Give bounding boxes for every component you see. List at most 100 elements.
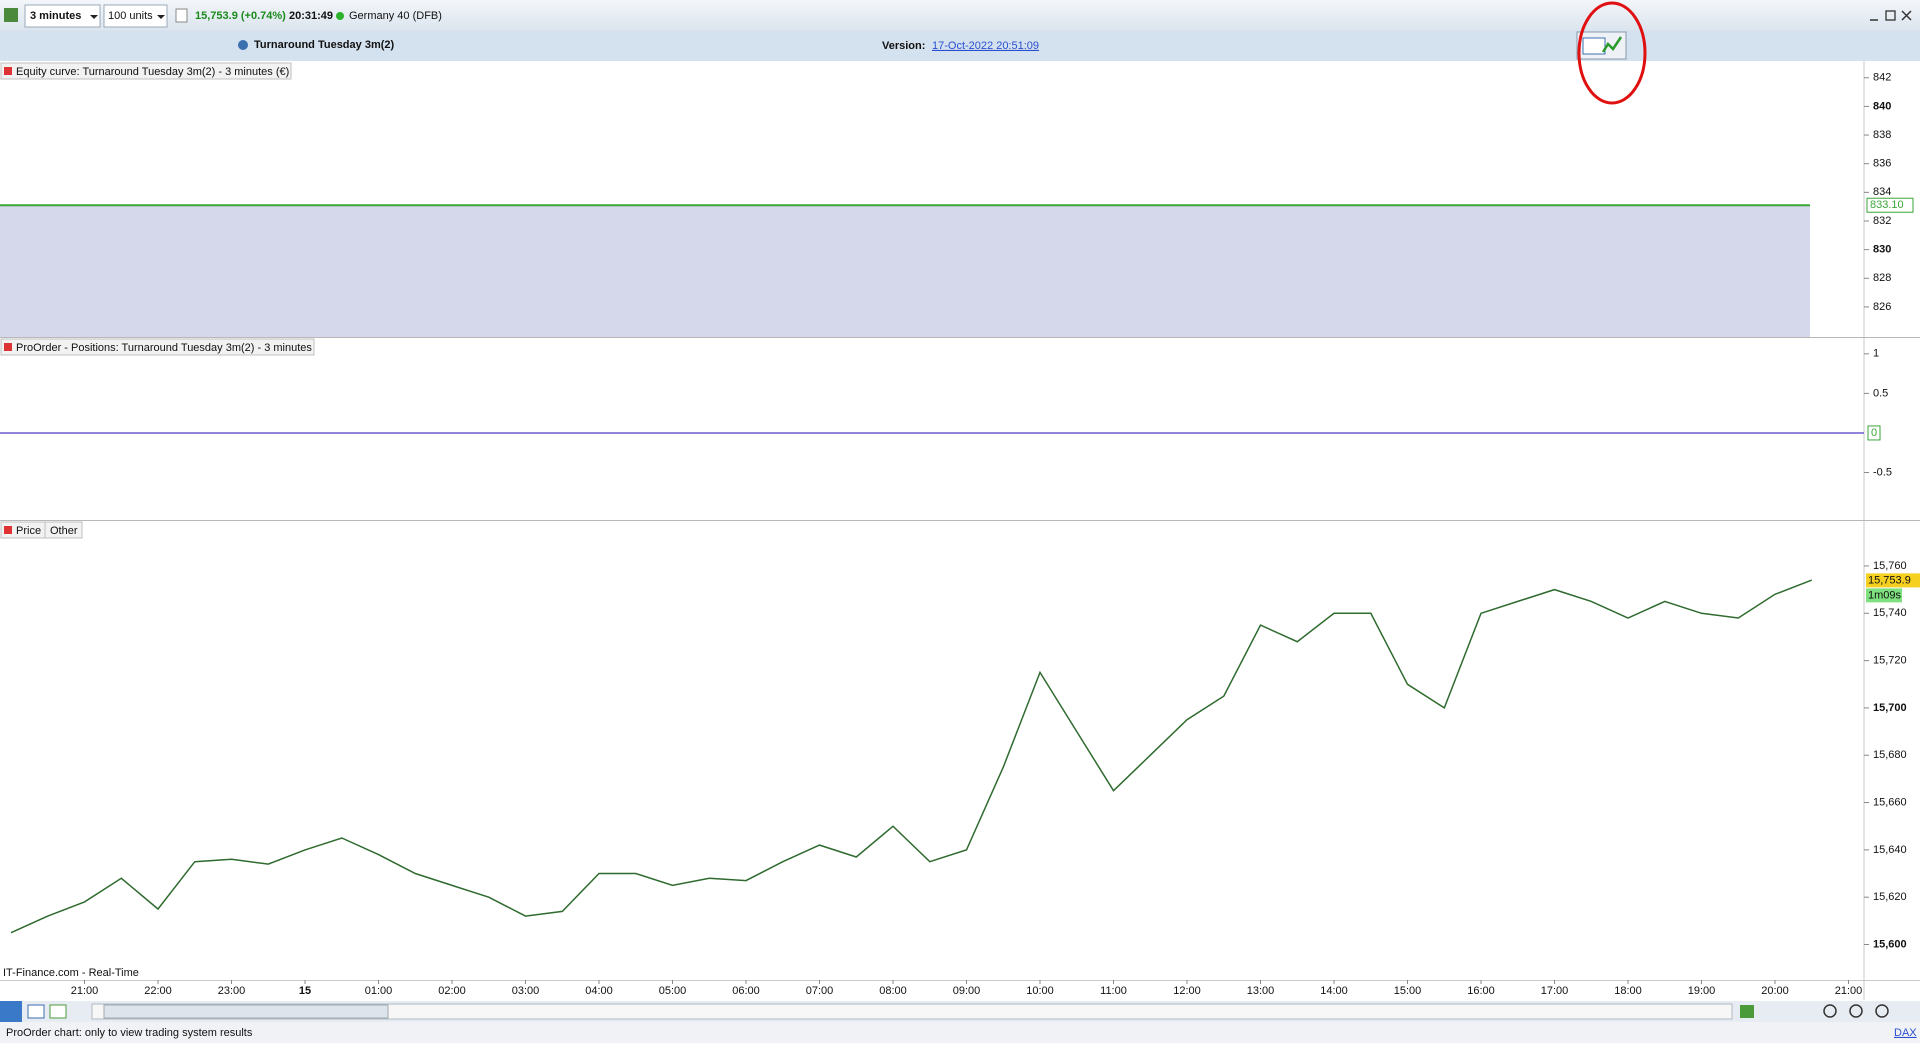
dropdown-arrow [157, 15, 165, 19]
data-source: IT-Finance.com - Real-Time [3, 967, 139, 979]
value-marker-label: 833.10 [1870, 199, 1904, 211]
x-tick-label: 09:00 [953, 985, 981, 997]
x-tick-label: 19:00 [1688, 985, 1716, 997]
clock: 20:31:49 [289, 10, 333, 22]
y-tick-label: 834 [1873, 186, 1891, 198]
y-tick-label: 15,660 [1873, 796, 1907, 808]
panel-label[interactable]: Price [16, 525, 41, 537]
y-tick-label: 15,600 [1873, 938, 1907, 950]
tab-box[interactable] [44, 521, 83, 539]
toolbar-button[interactable] [27, 1004, 45, 1019]
panel-label: Equity curve: Turnaround Tuesday 3m(2) -… [16, 66, 289, 78]
y-tick-label: 832 [1873, 215, 1891, 227]
value-marker [1866, 197, 1914, 213]
panel-tab[interactable]: Other [50, 525, 78, 537]
y-tick-label: 836 [1873, 158, 1891, 170]
instrument: Germany 40 (DFB) [349, 10, 442, 22]
x-tick-label: 21:00 [71, 985, 99, 997]
y-tick-label: 15,620 [1873, 891, 1907, 903]
units: 100 units [108, 10, 153, 22]
x-tick-label: 16:00 [1467, 985, 1495, 997]
x-tick-label: 21:00 [1835, 985, 1863, 997]
share-button[interactable] [0, 1001, 22, 1022]
y-tick-label: 15,640 [1873, 844, 1907, 856]
zoom-button[interactable] [1823, 1004, 1837, 1018]
color-swatch [4, 526, 12, 534]
version-link[interactable]: 17-Oct-2022 20:51:09 [932, 40, 1039, 52]
y-tick-label: 0.5 [1873, 387, 1888, 399]
zoom-in-button[interactable] [1875, 1004, 1889, 1018]
price-line [10, 579, 1813, 934]
x-tick-label: 12:00 [1173, 985, 1201, 997]
status-dot [336, 12, 344, 20]
y-tick-label: 842 [1873, 72, 1891, 84]
status-message: ProOrder chart: only to view trading sys… [6, 1027, 253, 1039]
x-tick-label: 01:00 [365, 985, 393, 997]
info-button[interactable] [175, 8, 188, 23]
y-tick-label: 826 [1873, 301, 1891, 313]
app-icon [4, 8, 18, 22]
color-swatch [4, 67, 12, 75]
status-bar [0, 1022, 1920, 1043]
y-tick-label: 15,720 [1873, 654, 1907, 666]
scroll-thumb[interactable] [103, 1004, 389, 1019]
results-button[interactable] [1576, 31, 1627, 60]
last-price-marker [1866, 573, 1920, 588]
countdown-label: 1m09s [1868, 589, 1902, 601]
y-tick-label: 15,760 [1873, 560, 1907, 572]
y-tick-label: 1 [1873, 348, 1879, 360]
x-tick-label: 15:00 [1394, 985, 1422, 997]
price-change: 15,753.9 (+0.74%) [195, 10, 286, 22]
dropdown-arrow [90, 15, 98, 19]
value-marker-label: 0 [1871, 427, 1877, 439]
x-tick-label: 14:00 [1320, 985, 1348, 997]
close-button[interactable] [1901, 10, 1912, 21]
symbol-link[interactable]: DAX [1894, 1027, 1917, 1039]
x-tick-label: 13:00 [1247, 985, 1275, 997]
x-tick-label: 08:00 [879, 985, 907, 997]
timeframe: 3 minutes [30, 10, 81, 22]
annotation-circle [1577, 1, 1647, 105]
chart-icon [1601, 36, 1623, 53]
x-tick-label: 22:00 [144, 985, 172, 997]
zoom-out-button[interactable] [1849, 1004, 1863, 1018]
y-tick-label: 15,740 [1873, 607, 1907, 619]
label-box [0, 62, 292, 80]
y-tick-label: 15,700 [1873, 702, 1907, 714]
countdown-box [1866, 588, 1902, 603]
x-tick-label: 06:00 [732, 985, 760, 997]
timeframe-select[interactable] [24, 4, 101, 28]
toolbar-button[interactable] [1740, 1005, 1754, 1018]
x-tick-label: 05:00 [659, 985, 687, 997]
units-select[interactable] [103, 4, 168, 28]
system-name: Turnaround Tuesday 3m(2) [254, 39, 395, 51]
y-tick-label: -0.5 [1873, 466, 1892, 478]
x-tick-label: 11:00 [1100, 985, 1127, 997]
y-tick-label: 828 [1873, 272, 1891, 284]
scroll-track[interactable] [91, 1003, 1733, 1020]
color-swatch [4, 343, 12, 351]
y-tick-label: 15,680 [1873, 749, 1907, 761]
panel-labels: Equity curve: Turnaround Tuesday 3m(2) -… [0, 62, 315, 979]
toolbar-button[interactable] [49, 1004, 67, 1019]
x-tick-label: 20:00 [1761, 985, 1789, 997]
x-tick-label: 07:00 [806, 985, 834, 997]
x-tick-label: 02:00 [438, 985, 466, 997]
y-tick-label: 840 [1873, 100, 1891, 112]
x-tick-label: 10:00 [1026, 985, 1054, 997]
version-label: Version: [882, 40, 925, 52]
y-tick-label: 838 [1873, 129, 1891, 141]
value-marker [1867, 425, 1881, 441]
label-box [0, 338, 315, 356]
last-price-label: 15,753.9 [1868, 574, 1911, 586]
y-tick-label: 830 [1873, 244, 1891, 256]
x-tick-label: 17:00 [1541, 985, 1569, 997]
panel-label: ProOrder - Positions: Turnaround Tuesday… [16, 342, 312, 354]
maximize-button[interactable] [1885, 10, 1896, 21]
table-icon [1582, 37, 1606, 55]
x-tick-label: 18:00 [1614, 985, 1642, 997]
equity-area [0, 205, 1810, 337]
x-tick-label: 23:00 [218, 985, 246, 997]
